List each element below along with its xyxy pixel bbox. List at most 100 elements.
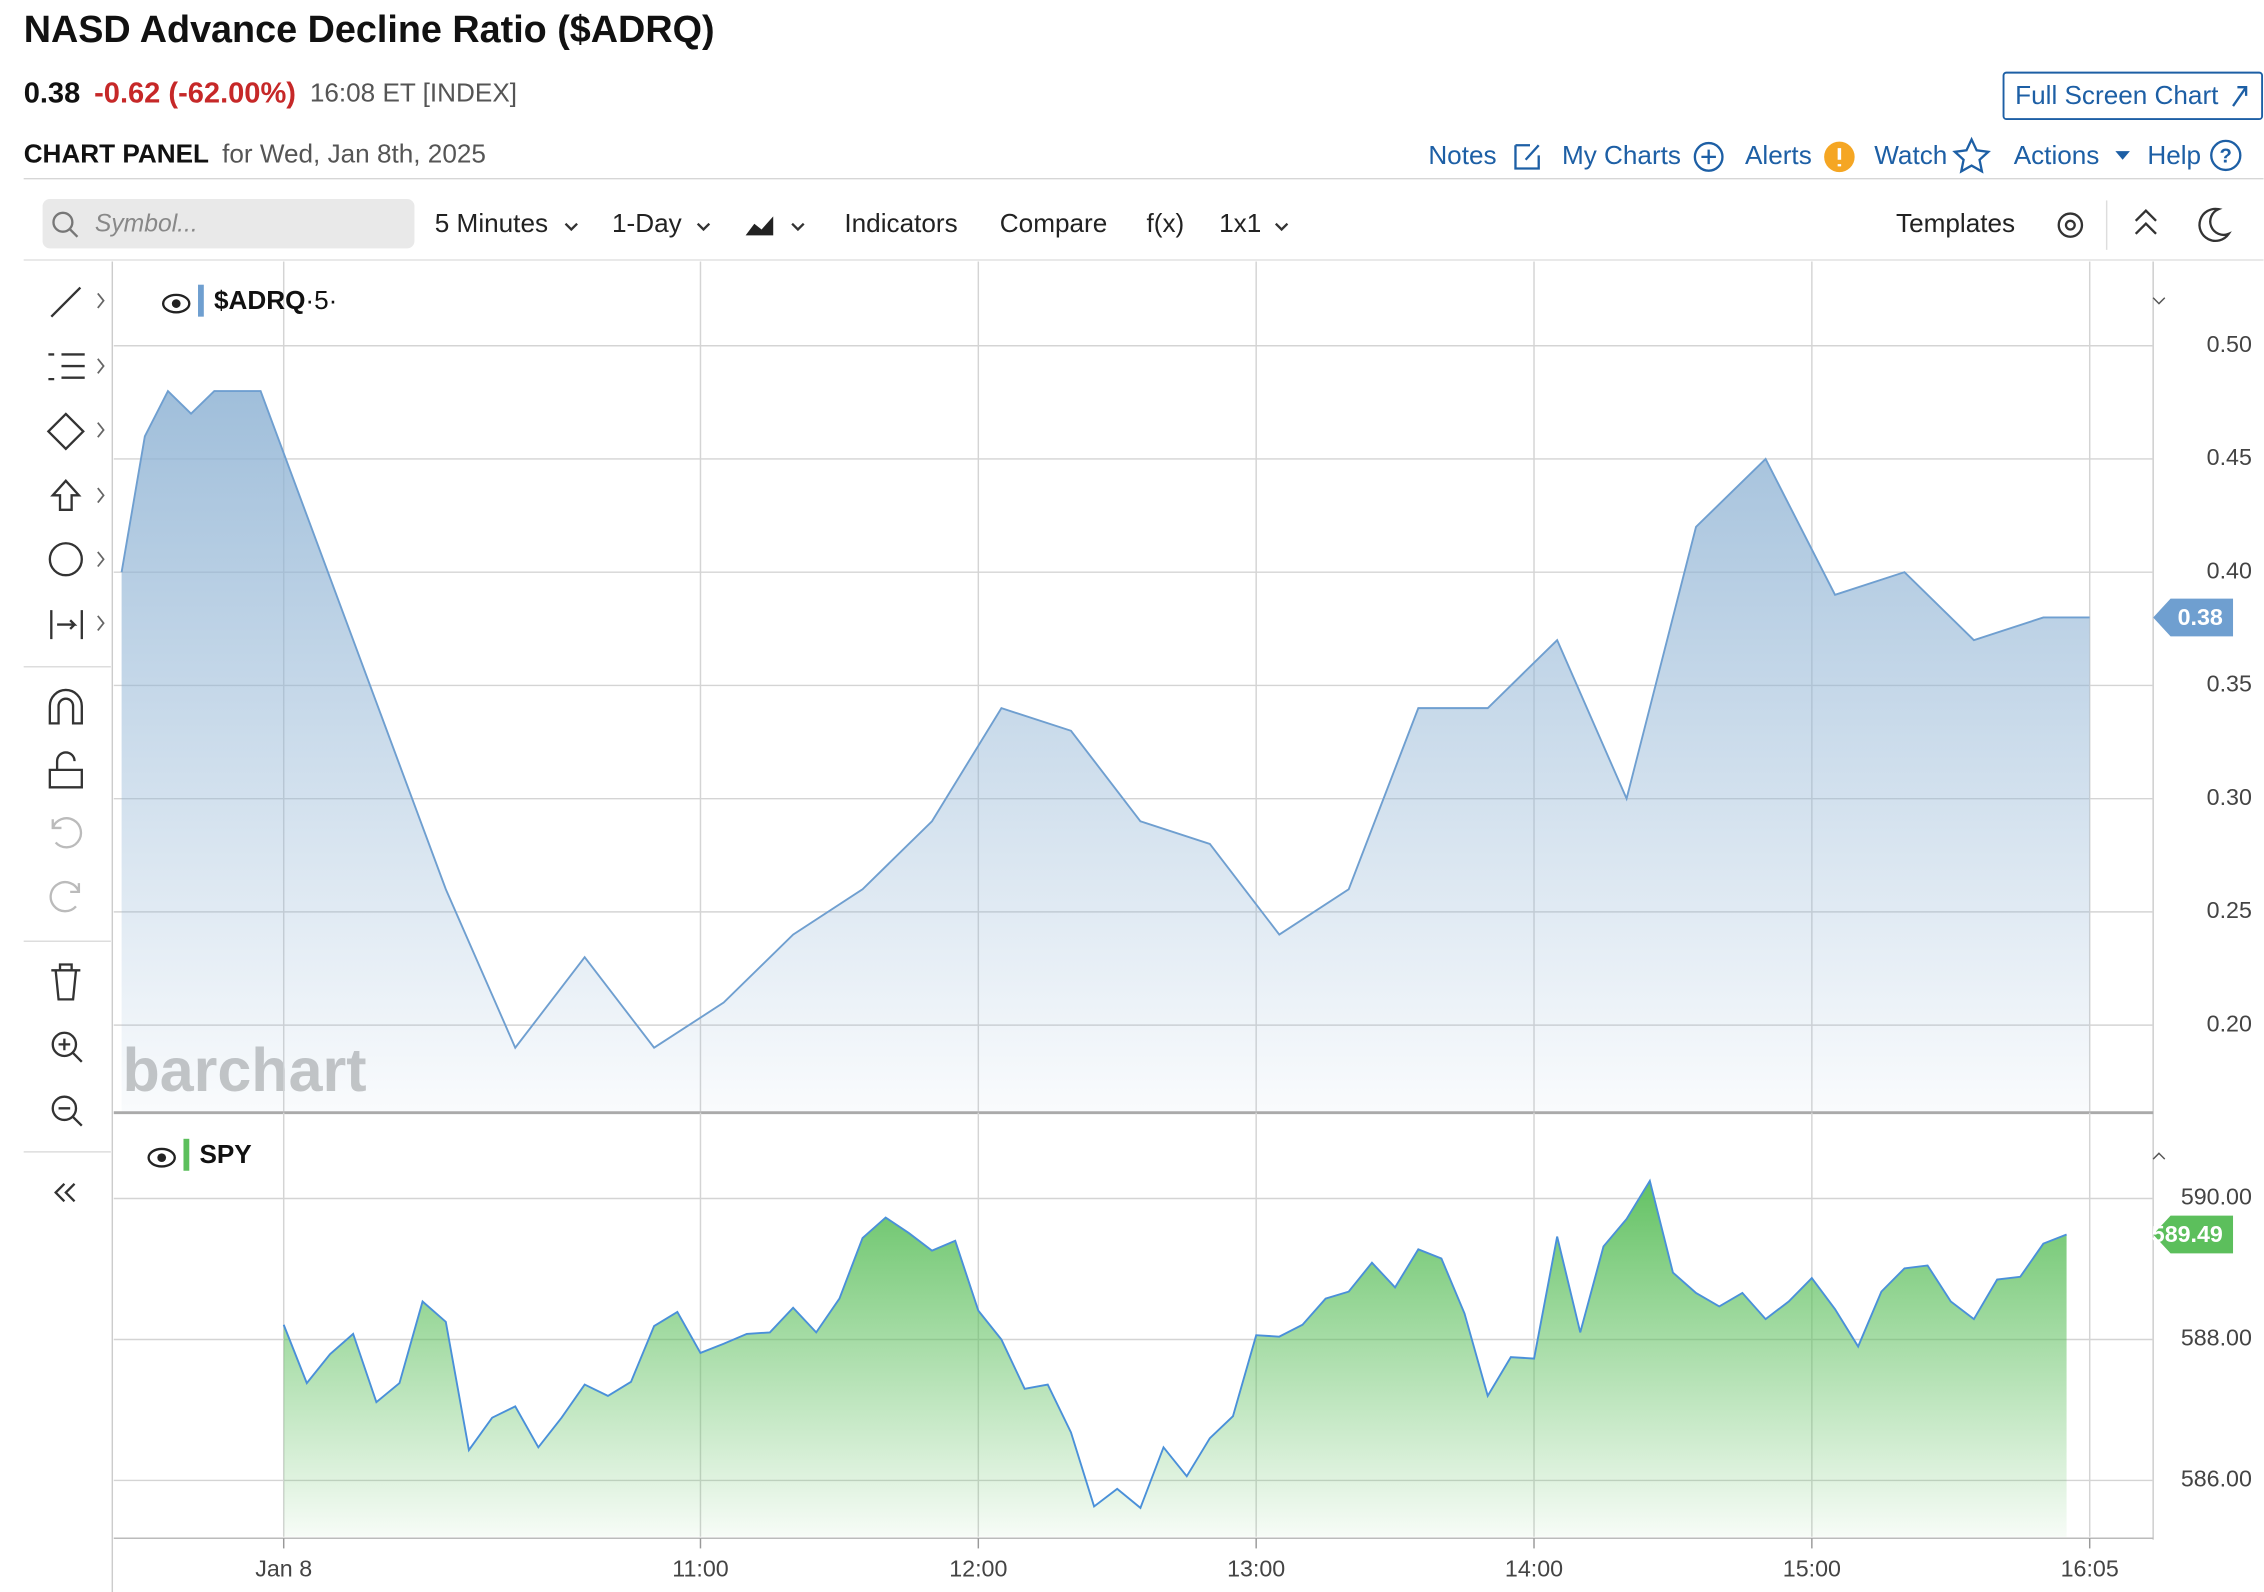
x-tick-label: 13:00 (1227, 1555, 1285, 1581)
visibility-icon-pupil (171, 299, 181, 308)
zoom-in[interactable] (51, 1031, 78, 1058)
x-tick-label: 11:00 (672, 1555, 728, 1581)
help-icon-mark: ? (2220, 145, 2232, 167)
legend-name: $ADRQ (214, 285, 305, 315)
undo[interactable] (51, 817, 83, 849)
panel-caret[interactable] (2152, 1152, 2166, 1160)
range-menu[interactable]: 1-Day (612, 208, 683, 238)
collapse-icon[interactable] (2134, 208, 2157, 235)
y-tick-label: 0.25 (2207, 897, 2252, 923)
dark-mode-icon[interactable] (2198, 207, 2232, 242)
visibility-icon (147, 1147, 176, 1168)
y-tick-label: 0.50 (2207, 331, 2252, 357)
drawing-tools (23, 286, 111, 1203)
lock-tool[interactable] (48, 751, 83, 789)
quote-line: 0.38 -0.62 (-62.00%) 16:08 ET [INDEX] (24, 77, 517, 109)
legend-label: SPY (199, 1139, 251, 1169)
nav-alerts[interactable]: Alerts (1745, 140, 1812, 170)
symbol-placeholder: Symbol... (95, 211, 198, 238)
fx-button[interactable]: f(x) (1147, 208, 1185, 238)
y-tick-label: 0.45 (2207, 444, 2252, 470)
y-tick-label: 588.00 (2181, 1325, 2252, 1351)
caret (791, 222, 805, 232)
caret (1274, 222, 1289, 232)
charts: 0.20 0.25 0.30 0.35 0.40 0.45 0.50 0.38 $ADRQ·5·… (113, 261, 2252, 1581)
legend-interval: ·5· (305, 285, 337, 315)
external-icon (2232, 85, 2248, 107)
settings-icon-center (2064, 219, 2076, 231)
symbol-search[interactable] (42, 199, 415, 249)
nav-my-charts[interactable]: My Charts (1562, 140, 1681, 170)
series-line (282, 1178, 2067, 1510)
search-icon (52, 211, 74, 233)
x-tick-label: 15:00 (1783, 1555, 1841, 1581)
layout-menu[interactable]: 1x1 (1219, 208, 1261, 238)
last-value-label: 0.38 (2178, 604, 2223, 630)
last-value-tag (2153, 598, 2234, 637)
last-value-label: 589.49 (2152, 1221, 2223, 1247)
collapse-toolbar[interactable] (54, 1183, 76, 1203)
last-value-tag (2153, 1215, 2234, 1254)
nav-notes[interactable]: Notes (1428, 140, 1496, 170)
indicators-button[interactable]: Indicators (844, 208, 957, 238)
time-info: 16:08 ET [INDEX] (310, 77, 517, 107)
annotation-tool[interactable] (48, 542, 83, 577)
arrow-tool[interactable] (50, 479, 82, 512)
zoom-out[interactable] (51, 1095, 78, 1122)
y-tick-label: 590.00 (2181, 1184, 2252, 1210)
nav-help[interactable]: Help (2147, 140, 2201, 170)
search-icon-handle (69, 228, 79, 238)
y-tick-label: 0.30 (2207, 784, 2252, 810)
area-fill (121, 391, 2090, 1112)
legend-name: SPY (199, 1139, 251, 1169)
plus-icon-cross (1701, 149, 1716, 165)
star-icon (1952, 136, 1991, 174)
plus-icon (1693, 141, 1724, 172)
x-tick-label: 16:05 (2061, 1555, 2119, 1581)
y-tick-label: 0.20 (2207, 1010, 2252, 1036)
templates-button[interactable]: Templates (1896, 208, 2015, 238)
full-screen-button[interactable] (2002, 71, 2264, 121)
legend-swatch (198, 284, 204, 317)
redo[interactable] (49, 881, 81, 913)
y-tick-label: 0.35 (2207, 671, 2252, 697)
y-tick-label: 586.00 (2181, 1466, 2252, 1492)
nav-actions[interactable]: Actions (2014, 140, 2100, 170)
delete-tool[interactable] (51, 963, 81, 1001)
fib-tool[interactable] (48, 353, 85, 381)
nav-watch[interactable]: Watch (1874, 140, 1947, 170)
area-fill (283, 1180, 2067, 1537)
x-tick-label: 12:00 (949, 1555, 1007, 1581)
caret (696, 222, 711, 232)
chart-type-icon[interactable] (745, 216, 774, 236)
title: NASD Advance Decline Ratio ($ADRQ) (24, 9, 715, 51)
panel-line: CHART PANEL for Wed, Jan 8th, 2025 (24, 138, 486, 168)
change: -0.62 (-62.00%) (94, 77, 296, 109)
notes-icon (1514, 144, 1540, 170)
magnet-tool[interactable] (48, 688, 83, 725)
price: 0.38 (24, 77, 81, 109)
series-line (120, 389, 2090, 1050)
panel-label: CHART PANEL (24, 138, 209, 168)
visibility-icon-pupil (157, 1153, 167, 1163)
tool-expanders (97, 292, 105, 631)
x-tick-label: 14:00 (1505, 1555, 1563, 1581)
zoom-in-mark (58, 1038, 83, 1063)
interval-menu[interactable]: 5 Minutes (435, 208, 548, 238)
line-tool[interactable] (50, 286, 82, 318)
visibility-icon (161, 293, 191, 314)
settings-icon[interactable] (2057, 212, 2084, 238)
zoom-out-mark (58, 1107, 83, 1127)
caret (564, 222, 578, 232)
panel-date: for Wed, Jan 8th, 2025 (222, 138, 486, 168)
full-screen-label[interactable]: Full Screen Chart (2015, 80, 2219, 110)
x-tick-label: Jan 8 (255, 1555, 312, 1581)
compare-button[interactable]: Compare (1000, 208, 1107, 238)
help-icon (2210, 139, 2242, 172)
panel-caret[interactable] (2152, 297, 2166, 305)
shape-tool[interactable] (46, 412, 85, 451)
y-tick-label: 0.40 (2207, 557, 2252, 583)
legend-swatch (183, 1138, 190, 1171)
measure-tool[interactable] (50, 610, 83, 640)
